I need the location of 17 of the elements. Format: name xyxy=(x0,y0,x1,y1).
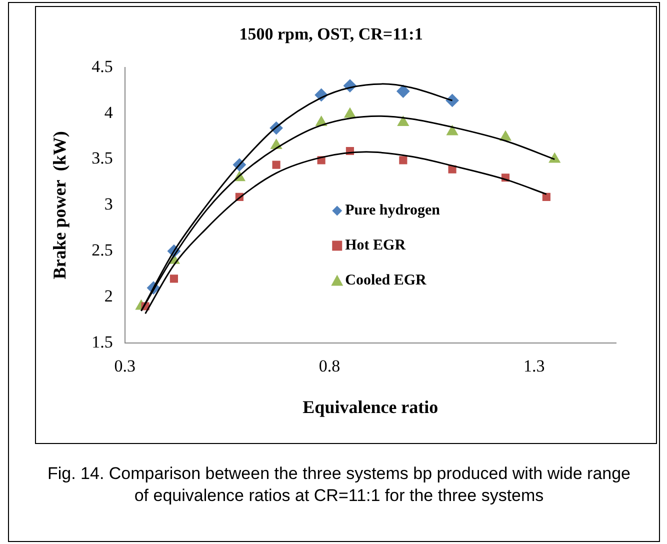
y-tick-label: 3 xyxy=(104,194,113,214)
legend-label: Cooled EGR xyxy=(345,272,427,289)
y-tick-label: 2 xyxy=(104,286,113,306)
x-tick-label: 0.3 xyxy=(114,356,136,376)
caption: Fig. 14. Comparison between the three systems bp produced with wide range of equivalence ratios at CR=11:1 for the three systems xyxy=(46,463,632,507)
legend-label: Hot EGR xyxy=(345,238,406,254)
legend-label: Pure hydrogen xyxy=(345,202,441,219)
x-tick-label: 0.8 xyxy=(318,356,340,376)
x-tick-label: 1.3 xyxy=(524,356,545,376)
chart-title: 1500 rpm, OST, CR=11:1 xyxy=(239,24,423,44)
y-axis-title: Brake power (kW) xyxy=(49,131,70,280)
y-tick-label: 3.5 xyxy=(92,148,113,168)
y-tick-label: 4 xyxy=(104,102,114,122)
y-tick-label: 4.5 xyxy=(92,56,113,76)
y-tick-label: 2.5 xyxy=(92,240,113,260)
x-axis-title: Equivalence ratio xyxy=(302,396,438,417)
y-tick-label: 1.5 xyxy=(92,332,113,352)
